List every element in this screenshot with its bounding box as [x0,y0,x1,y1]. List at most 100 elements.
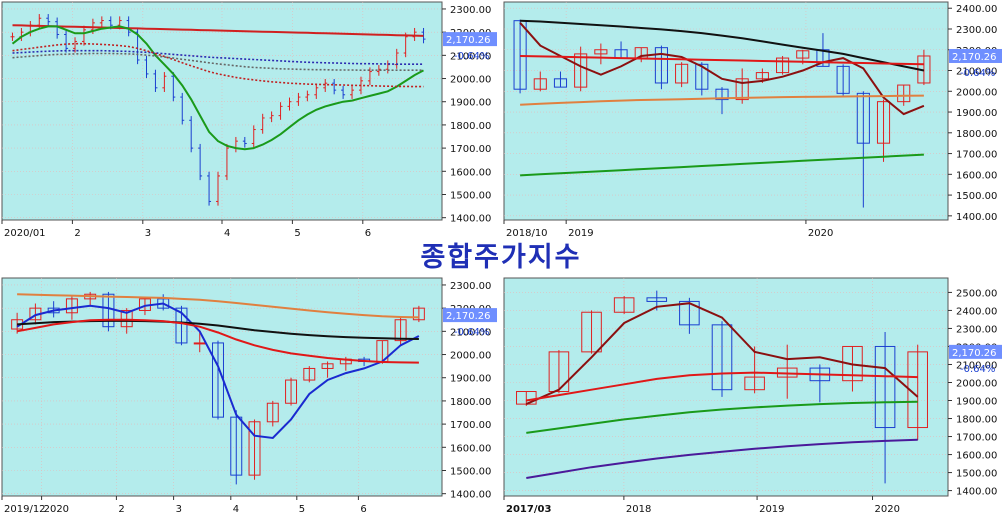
plot-area [1,277,443,497]
series-line [12,49,424,65]
candle-body [193,342,206,345]
y-tick-label: 2100.00 [450,327,491,338]
candle-body [675,63,689,84]
series-line [520,153,924,177]
candle-body [755,72,769,80]
x-tick-label: 2 [74,228,80,239]
series-line [16,318,419,364]
candle-body [856,92,870,144]
last-price-label: 2,170.26 [952,52,997,63]
monthly-chart: 2400.002300.002200.002100.002000.001900.… [502,0,1002,242]
x-tick-label: 4 [233,504,239,515]
candle-body [646,297,668,302]
y-tick-label: 1500.00 [450,190,491,201]
series-line [520,55,924,66]
candle-body [654,47,668,84]
candle-body [711,324,733,391]
change-label: -0.64% [454,51,489,62]
series-line [12,24,424,37]
y-tick-label: 1600.00 [450,167,491,178]
y-tick-label: 1400.00 [450,490,491,501]
candle-body [553,78,568,88]
candle-body [776,57,790,74]
candle-body [874,345,896,429]
change-label: -0.64% [454,327,489,338]
series-line [519,22,925,116]
candle-body [303,367,316,381]
candle-body [248,421,261,476]
y-tick-label: 2300.00 [450,5,491,16]
last-price-badge [949,344,1002,359]
series-line [525,302,919,406]
y-tick-label: 1800.00 [450,121,491,132]
change-label: -0.64% [960,364,995,375]
last-price-label: 2,170.26 [952,348,997,359]
y-tick-label: 2100.00 [956,67,997,78]
y-tick-label: 1500.00 [956,469,997,480]
last-price-badge [443,308,497,323]
x-tick-label: 2020 [808,228,833,239]
x-tick-label: 2 [118,504,124,515]
y-tick-label: 2400.00 [956,306,997,317]
candle-body [65,298,78,314]
candle-body [394,319,407,342]
series-line [526,438,918,479]
candle-body [613,297,635,313]
y-tick-label: 1700.00 [450,144,491,155]
plot-area [503,1,949,221]
y-tick-label: 2000.00 [956,87,997,98]
x-tick-label: 2020/01 [4,228,46,239]
candle-body [796,50,810,59]
y-tick-label: 1700.00 [450,420,491,431]
x-tick-label: 6 [360,504,366,515]
last-price-label: 2,170.26 [446,35,491,46]
candle-body [266,402,279,423]
candle-body [513,20,527,90]
x-tick-label: 5 [294,228,300,239]
candle-body [230,416,243,476]
series-line [520,19,925,72]
y-tick-label: 1400.00 [956,487,997,498]
y-tick-label: 1500.00 [450,466,491,477]
candle-body [897,84,911,103]
y-tick-label: 1600.00 [956,170,997,181]
y-tick-label: 1500.00 [956,191,997,202]
candle-body [744,376,765,391]
y-tick-label: 1600.00 [450,443,491,454]
y-tick-label: 1700.00 [956,433,997,444]
series-line [17,293,419,319]
last-price-badge [949,48,1002,63]
x-tick-label: 2019 [568,228,593,239]
x-tick-label: 2019 [759,504,784,515]
x-tick-label: 3 [176,504,182,515]
last-price-badge [443,32,497,47]
x-tick-label: 2018/10 [506,228,548,239]
y-tick-label: 2100.00 [450,51,491,62]
series-line [11,25,424,151]
last-price-label: 2,170.26 [446,311,491,322]
y-tick-label: 1900.00 [450,374,491,385]
series-line [526,371,918,402]
plot-area [503,277,949,497]
candle-body [581,311,602,353]
x-tick-label: 2018 [626,504,651,515]
x-tick-label: 2020 [44,504,69,515]
y-tick-label: 1900.00 [450,98,491,109]
y-tick-label: 2000.00 [450,351,491,362]
candle-body [842,345,863,382]
candle-body [285,379,298,404]
y-tick-label: 2300.00 [956,324,997,335]
x-tick-label: 6 [365,228,371,239]
candle-body [175,307,188,344]
x-tick-label: 5 [299,504,305,515]
y-tick-label: 1700.00 [956,150,997,161]
y-tick-label: 1900.00 [956,397,997,408]
candle-body [321,363,334,369]
y-tick-label: 2100.00 [956,360,997,371]
y-tick-label: 1400.00 [450,214,491,225]
y-tick-label: 1600.00 [956,451,997,462]
candle-body [907,351,928,429]
y-tick-label: 1800.00 [956,415,997,426]
y-tick-label: 1800.00 [450,397,491,408]
y-tick-label: 2000.00 [956,378,997,389]
